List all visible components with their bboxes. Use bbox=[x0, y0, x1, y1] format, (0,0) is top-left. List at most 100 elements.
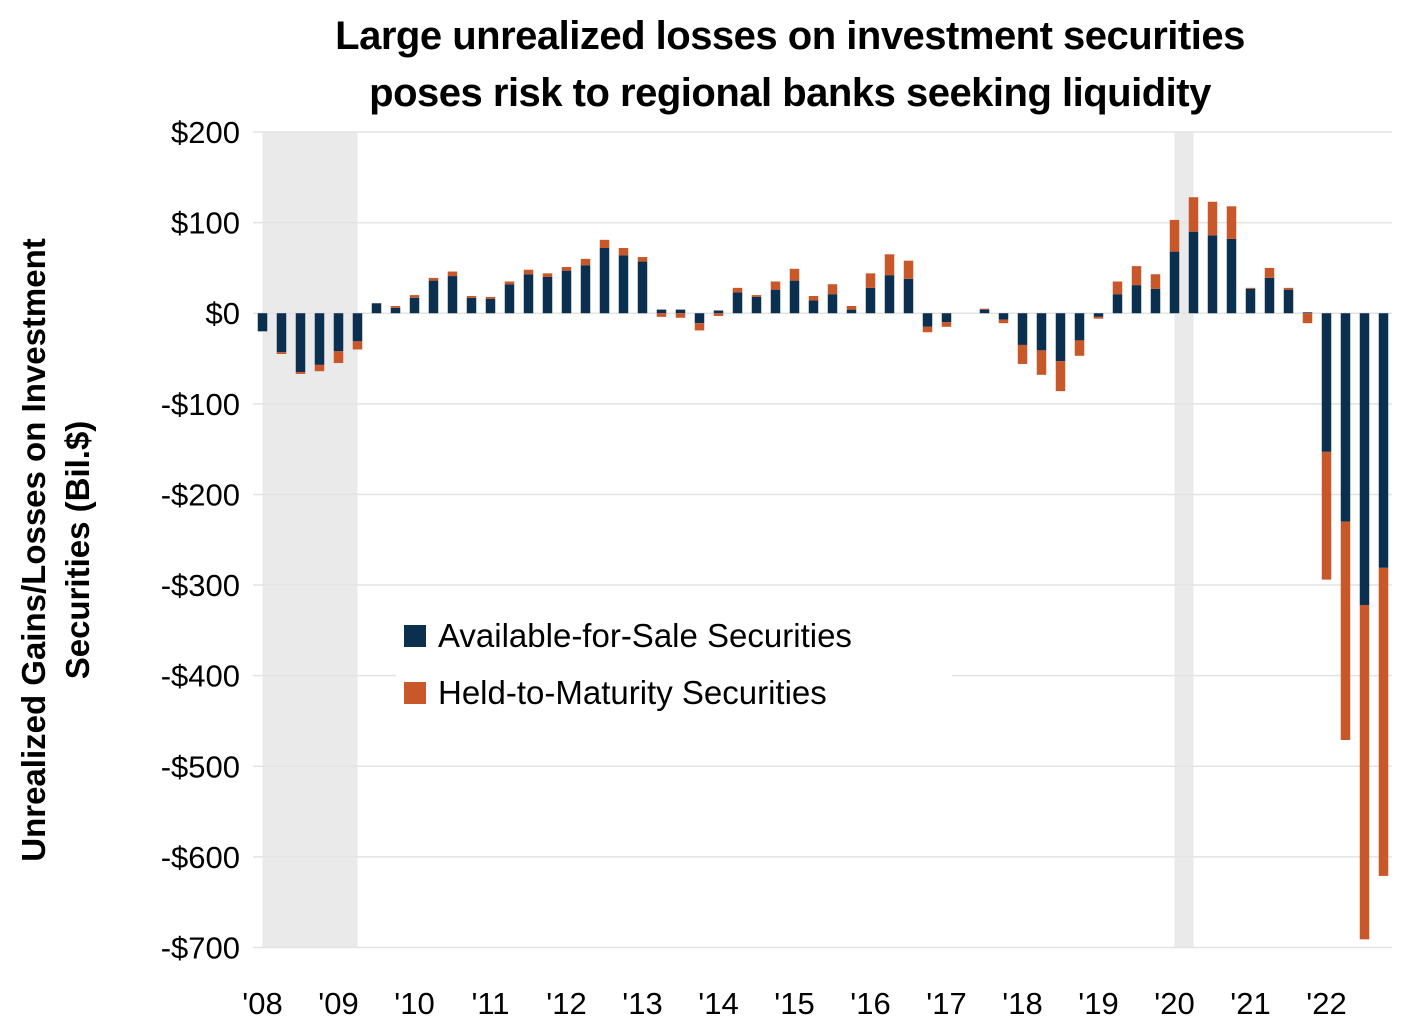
y-tick-label: -$200 bbox=[161, 477, 240, 512]
bar-afs bbox=[1245, 288, 1256, 314]
x-tick-label: '13 bbox=[622, 986, 662, 1021]
legend-label-htm: Held-to-Maturity Securities bbox=[438, 674, 827, 711]
bar-htm bbox=[333, 351, 344, 364]
bar-afs bbox=[352, 313, 363, 342]
bar-afs bbox=[390, 307, 401, 314]
bar-htm bbox=[998, 319, 1009, 324]
bar-afs bbox=[789, 280, 800, 314]
bar-htm bbox=[1169, 219, 1180, 252]
bar-afs bbox=[1378, 313, 1389, 568]
y-tick-label: -$600 bbox=[161, 840, 240, 875]
bar-htm bbox=[1055, 361, 1066, 392]
bar-afs bbox=[846, 309, 857, 314]
bar-afs bbox=[865, 287, 876, 314]
bar-htm bbox=[1036, 350, 1047, 375]
bar-htm bbox=[1131, 266, 1142, 286]
bar-htm bbox=[770, 281, 781, 290]
bar-afs bbox=[1074, 313, 1085, 341]
bar-afs bbox=[618, 255, 629, 314]
bar-afs bbox=[922, 313, 933, 327]
bar-htm bbox=[1283, 287, 1294, 290]
x-tick-label: '18 bbox=[1002, 986, 1042, 1021]
bar-afs bbox=[1131, 285, 1142, 314]
bar-htm bbox=[1264, 267, 1275, 278]
x-tick-label: '16 bbox=[850, 986, 890, 1021]
bar-afs bbox=[1055, 313, 1066, 362]
bar-htm bbox=[903, 260, 914, 279]
bar-htm bbox=[713, 313, 724, 316]
x-tick-label: '21 bbox=[1230, 986, 1270, 1021]
x-tick-label: '11 bbox=[471, 986, 509, 1021]
y-tick-label: -$500 bbox=[161, 749, 240, 784]
bar-htm bbox=[979, 308, 990, 310]
bar-htm bbox=[1359, 604, 1370, 940]
bar-htm bbox=[1302, 313, 1313, 324]
bar-htm bbox=[580, 258, 591, 266]
bar-afs bbox=[542, 276, 553, 314]
bar-afs bbox=[447, 276, 458, 314]
bar-afs bbox=[1093, 313, 1104, 317]
bar-htm bbox=[846, 305, 857, 310]
bar-afs bbox=[276, 313, 287, 353]
bar-afs bbox=[1283, 289, 1294, 314]
bar-afs bbox=[1188, 231, 1199, 314]
bar-afs bbox=[827, 294, 838, 314]
legend-item-htm: Held-to-Maturity Securities bbox=[404, 673, 827, 713]
bar-afs bbox=[675, 309, 686, 314]
x-tick-label: '22 bbox=[1306, 986, 1346, 1021]
bar-afs bbox=[998, 313, 1009, 320]
recession-band-1 bbox=[1174, 132, 1194, 948]
bar-htm bbox=[656, 313, 667, 317]
bar-afs bbox=[371, 303, 382, 314]
bar-afs bbox=[561, 270, 572, 314]
bar-afs bbox=[599, 247, 610, 314]
chart-title-line-2: poses risk to regional banks seeking liq… bbox=[369, 71, 1211, 115]
x-tick-label: '08 bbox=[242, 986, 282, 1021]
bar-afs bbox=[1169, 251, 1180, 314]
bar-afs bbox=[1302, 312, 1313, 314]
bar-afs bbox=[884, 275, 895, 314]
bar-htm bbox=[561, 267, 572, 271]
x-tick-label: '19 bbox=[1078, 986, 1118, 1021]
bar-afs bbox=[656, 309, 667, 314]
bar-htm bbox=[732, 287, 743, 293]
legend: Available-for-Sale Securities Held-to-Ma… bbox=[396, 610, 952, 722]
legend-swatch-htm bbox=[404, 682, 426, 704]
bars-group bbox=[257, 197, 1389, 940]
legend-swatch-afs bbox=[404, 625, 426, 647]
bar-htm bbox=[428, 277, 439, 281]
bar-afs bbox=[485, 298, 496, 314]
legend-label-afs: Available-for-Sale Securities bbox=[438, 617, 852, 654]
bar-htm bbox=[1074, 340, 1085, 356]
legend-item-afs: Available-for-Sale Securities bbox=[404, 616, 852, 656]
bar-htm bbox=[1188, 197, 1199, 232]
chart-title-line-1: Large unrealized losses on investment se… bbox=[335, 14, 1245, 58]
y-tick-label: -$700 bbox=[161, 931, 240, 966]
bar-afs bbox=[409, 297, 420, 314]
bar-afs bbox=[1264, 277, 1275, 314]
bar-htm bbox=[523, 269, 534, 275]
bar-htm bbox=[789, 268, 800, 281]
recession-band-0 bbox=[262, 132, 358, 948]
bar-htm bbox=[941, 322, 952, 327]
bar-htm bbox=[390, 305, 401, 308]
y-tick-labels-group: $200 $100 $0 -$100 -$200 -$300 -$400 -$500 -$600… bbox=[161, 115, 240, 966]
bar-htm bbox=[485, 296, 496, 299]
bar-afs bbox=[257, 313, 268, 332]
y-tick-label: -$400 bbox=[161, 659, 240, 694]
bar-afs bbox=[637, 261, 648, 314]
bar-afs bbox=[1340, 313, 1351, 522]
bar-afs bbox=[466, 297, 477, 314]
bar-htm bbox=[1093, 316, 1104, 319]
bar-htm bbox=[295, 372, 306, 374]
bar-afs bbox=[1226, 238, 1237, 314]
bar-htm bbox=[675, 313, 686, 318]
chart-title: Large unrealized losses on investment se… bbox=[200, 8, 1380, 122]
bar-htm bbox=[352, 341, 363, 350]
bar-htm bbox=[276, 352, 287, 354]
x-tick-label: '10 bbox=[394, 986, 434, 1021]
bar-afs bbox=[1017, 313, 1028, 345]
bar-afs bbox=[770, 289, 781, 314]
y-tick-label: $200 bbox=[171, 115, 240, 150]
